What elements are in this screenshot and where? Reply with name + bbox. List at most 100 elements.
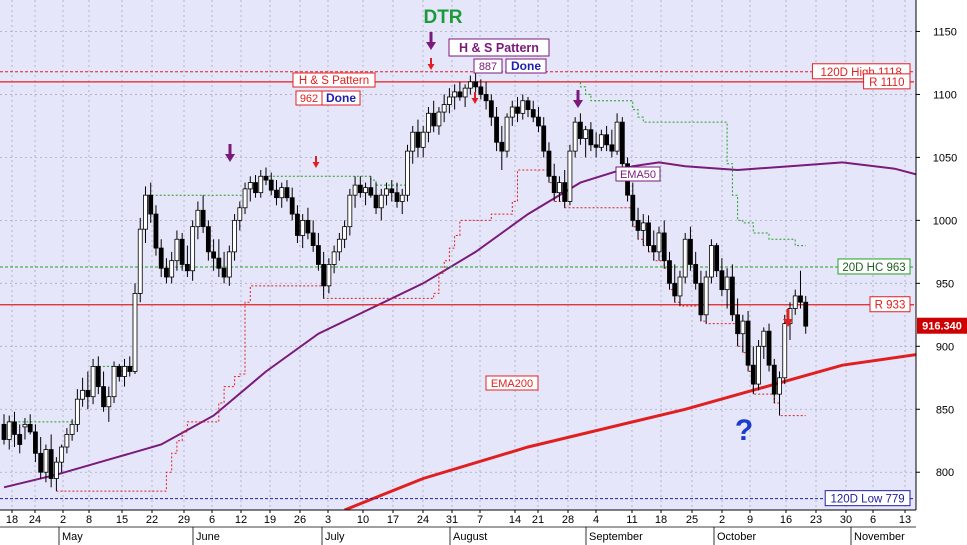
candle-body [798, 295, 803, 303]
candle-body [782, 323, 788, 379]
candle-body [389, 188, 395, 194]
x-tick-label: 16 [780, 514, 792, 526]
month-label: May [62, 531, 83, 543]
candle-body [342, 226, 348, 240]
candle-body [357, 184, 363, 194]
candle-body [640, 222, 646, 231]
candle-body [467, 81, 473, 89]
candle-body [541, 125, 547, 152]
level-label: R 933 [875, 300, 906, 312]
candle-body [22, 423, 28, 428]
candle-body [253, 182, 258, 194]
candle-body [693, 264, 699, 284]
candle-body [677, 276, 683, 297]
candle-body [399, 194, 405, 202]
candle-body [719, 270, 725, 291]
candle-body [95, 366, 101, 387]
x-tick-label: 17 [387, 514, 399, 526]
candle-body [536, 116, 541, 127]
y-tick-label: 800 [936, 467, 954, 479]
level-label: 120D Low 779 [831, 494, 905, 506]
value-887-label: 887 [479, 61, 497, 73]
candle-body [85, 389, 91, 398]
down-arrow-icon [573, 90, 583, 108]
candle-body [17, 434, 23, 445]
plot-background [0, 0, 916, 510]
candle-body [682, 238, 688, 278]
arrow-head [225, 154, 235, 162]
candle-body [756, 345, 761, 385]
candle-body [74, 398, 80, 425]
hs-pattern-left-box [292, 72, 376, 88]
candle-body [279, 187, 285, 199]
candle-body [593, 144, 599, 148]
candle-body [420, 131, 426, 148]
candle-body [232, 219, 237, 253]
candle-body [153, 213, 159, 249]
candle-body [90, 366, 96, 398]
candle-body [268, 179, 274, 191]
down-arrow-icon [426, 32, 436, 50]
candle-body [598, 134, 604, 148]
x-tick-label: 3 [325, 514, 331, 526]
x-tick-label: 28 [562, 514, 574, 526]
x-tick-label: 14 [509, 514, 521, 526]
candle-body [169, 260, 175, 278]
month-label: June [196, 531, 220, 543]
arrow-head [471, 98, 479, 104]
candle-body [336, 238, 342, 253]
candle-body [667, 260, 672, 284]
x-tick-label: 30 [840, 514, 852, 526]
level-label: R 1110 [869, 77, 904, 89]
candle-body [242, 188, 248, 209]
candle-body [59, 446, 65, 463]
ema200-label: EMA200 [491, 378, 533, 390]
candle-body [347, 194, 353, 228]
value-962-label: 962 [300, 93, 318, 105]
y-tick-label: 1100 [933, 89, 957, 101]
candle-body [567, 150, 573, 202]
done-left-box [321, 90, 361, 106]
candle-body [195, 209, 201, 228]
candle-body [614, 121, 620, 152]
candle-body [656, 232, 662, 253]
hs-pattern-left-label: H & S Pattern [299, 75, 369, 87]
level-label-box [869, 296, 911, 313]
candle-body [368, 187, 374, 196]
x-tick-label: 26 [294, 514, 306, 526]
x-tick-label: 6 [209, 514, 215, 526]
month-label: October [717, 531, 756, 543]
x-tick-label: 9 [747, 514, 753, 526]
arrow-head [573, 100, 583, 108]
arrow-head [312, 162, 320, 168]
candle-body [274, 189, 279, 199]
candle-body [530, 109, 536, 118]
candle-body [247, 182, 253, 190]
candle-body [137, 228, 143, 294]
candle-body [740, 320, 746, 335]
candle-body [48, 449, 54, 479]
candle-body [305, 219, 311, 234]
candle-body [237, 207, 243, 221]
level-label-box [837, 258, 911, 275]
hs-pattern-box [448, 38, 550, 57]
candle-body [546, 150, 552, 177]
candle-body [426, 112, 431, 133]
down-arrow-icon [312, 156, 320, 168]
candle-body [384, 188, 389, 196]
arrow-head [427, 64, 435, 70]
x-tick-label: 21 [532, 514, 544, 526]
candle-body [745, 320, 751, 366]
candle-body [111, 366, 117, 398]
candle-body [651, 245, 657, 253]
arrow-head [426, 42, 436, 50]
down-arrow-icon [783, 309, 793, 327]
x-tick-label: 24 [417, 514, 429, 526]
candle-body [6, 421, 12, 440]
candle-body [258, 175, 264, 194]
candle-body [672, 282, 678, 297]
x-tick-label: 19 [264, 514, 276, 526]
ema200-label-box [485, 375, 539, 391]
level-label-box [863, 73, 911, 90]
candle-body [179, 238, 185, 265]
